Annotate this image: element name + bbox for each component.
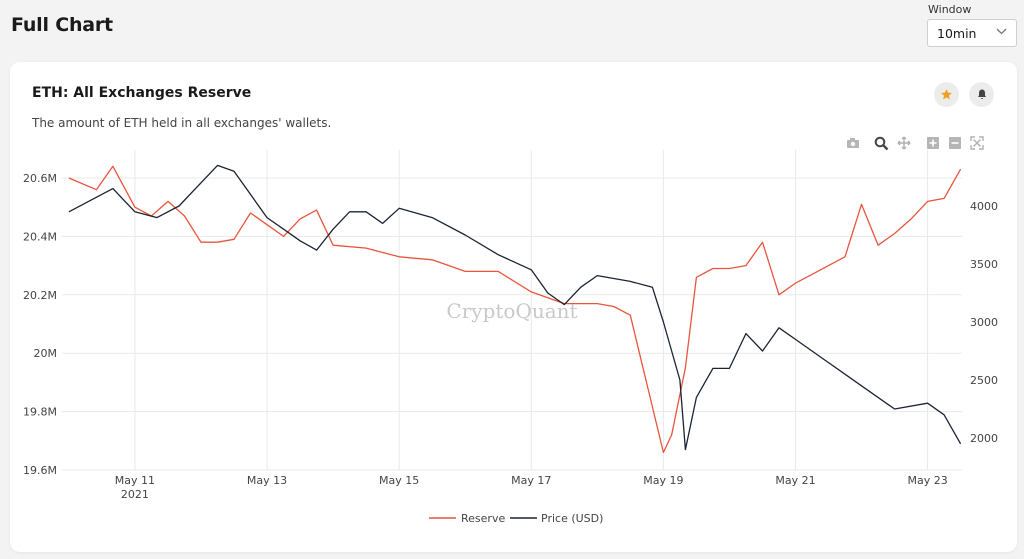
autoscale-icon (970, 136, 984, 150)
x-year-label: 2021 (121, 488, 149, 501)
zoom-in-icon (927, 137, 939, 149)
y-right-tick-label: 3500 (970, 258, 998, 271)
page-title: Full Chart (11, 14, 113, 36)
y-left-tick-label: 20.2M (23, 289, 57, 302)
x-tick-label: May 15 (379, 474, 419, 487)
legend-label-reserve: Reserve (461, 512, 505, 525)
y-left-tick-label: 19.6M (23, 464, 57, 477)
x-tick-label: May 11 (115, 474, 155, 487)
y-left-tick-label: 20.6M (23, 172, 57, 185)
x-tick-label: May 17 (511, 474, 551, 487)
x-tick-label: May 19 (643, 474, 683, 487)
y-right-tick-label: 4000 (970, 200, 998, 213)
window-select-value: 10min (937, 26, 977, 41)
autoscale-button[interactable] (969, 136, 985, 150)
reserve-series-line (68, 165, 962, 454)
pan-icon (897, 136, 911, 150)
camera-button[interactable] (845, 136, 861, 150)
favorite-button[interactable] (934, 82, 959, 107)
chevron-down-icon (996, 27, 1007, 38)
chart-description: The amount of ETH held in all exchanges'… (32, 116, 332, 130)
x-tick-label: May 21 (775, 474, 815, 487)
window-label: Window (928, 3, 972, 16)
star-icon (941, 89, 952, 100)
zoom-out-icon (949, 137, 961, 149)
zoom-button[interactable] (873, 136, 889, 150)
y-left-tick-label: 20.4M (23, 230, 57, 243)
bell-icon (977, 89, 986, 99)
camera-icon (847, 138, 859, 148)
x-tick-label: May 13 (247, 474, 287, 487)
chart-title: ETH: All Exchanges Reserve (32, 85, 252, 101)
y-left-tick-label: 19.8M (23, 406, 57, 419)
watermark: CryptoQuant (446, 299, 577, 323)
y-right-tick-label: 2000 (970, 432, 998, 445)
zoom-in-button[interactable] (925, 136, 941, 150)
y-right-tick-label: 3000 (970, 316, 998, 329)
legend: Reserve Price (USD) (429, 512, 603, 525)
price-series-line (68, 164, 962, 451)
alert-button[interactable] (969, 82, 994, 107)
window-select[interactable]: 10min (927, 19, 1017, 47)
pan-button[interactable] (896, 136, 912, 150)
zoom-icon (874, 136, 888, 150)
zoom-out-button[interactable] (947, 136, 963, 150)
y-left-tick-label: 20M (34, 347, 58, 360)
x-tick-label: May 23 (907, 474, 947, 487)
y-right-tick-label: 2500 (970, 374, 998, 387)
legend-label-price: Price (USD) (541, 512, 603, 525)
